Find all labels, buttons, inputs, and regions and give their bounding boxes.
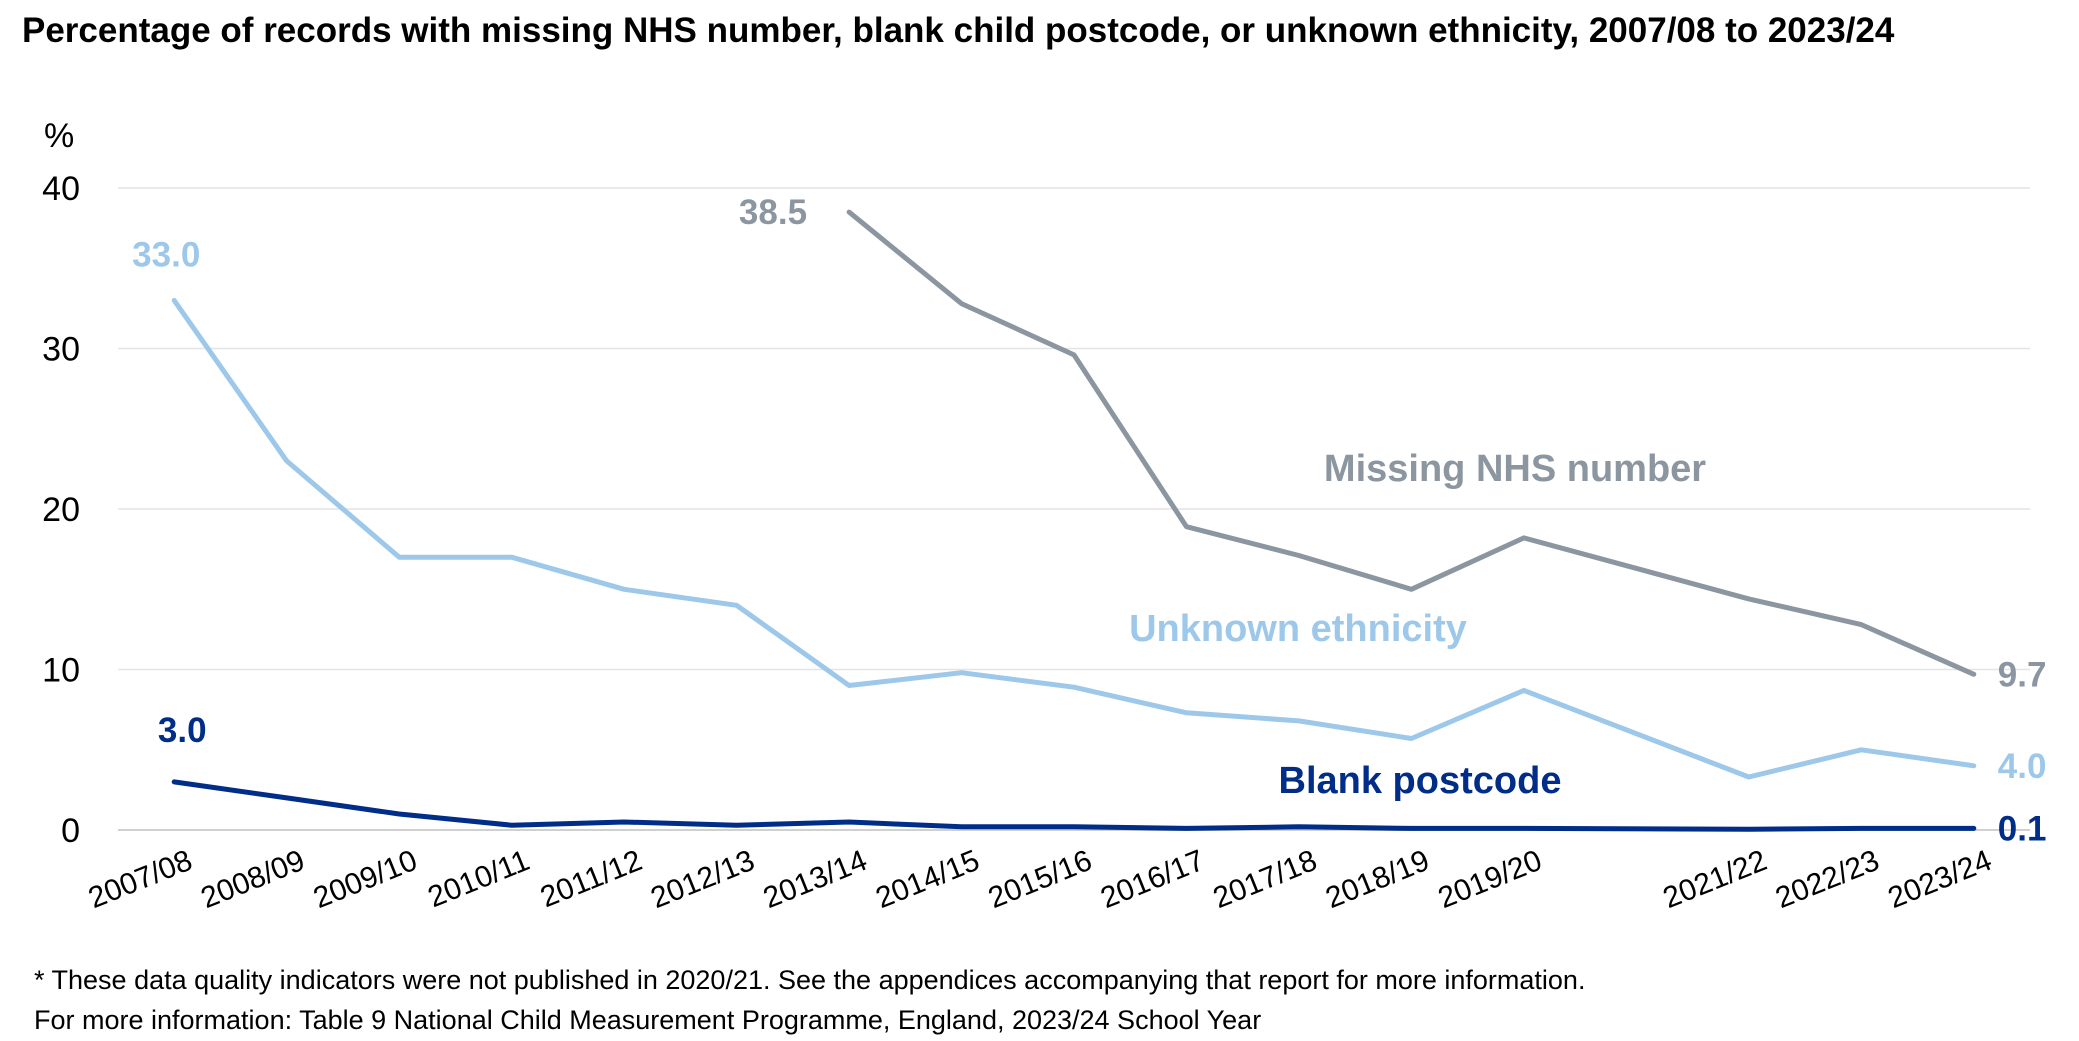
x-tick-label: 2012/13 [646,844,759,915]
x-tick-label: 2013/14 [759,844,872,915]
y-tick-label: 40 [42,170,80,208]
chart-title: Percentage of records with missing NHS n… [22,11,1895,50]
x-tick-label: 2023/24 [1883,844,1996,915]
series-line-2 [171,779,1977,832]
x-tick-label: 2022/23 [1771,844,1884,915]
gridlines [118,187,2030,831]
x-tick-label: 2016/17 [1096,844,1209,915]
y-axis-ticks: 0 10 20 30 40 [42,170,80,850]
y-tick-label: 0 [61,812,80,850]
y-tick-label: 20 [42,491,80,529]
x-tick-label: 2010/11 [423,844,534,914]
series-line-1 [171,297,1977,780]
x-tick-label: 2008/09 [196,844,309,915]
series-name-label: Blank postcode [1279,760,1562,802]
x-tick-label: 2018/19 [1321,844,1434,915]
series-lines [171,209,1977,832]
x-tick-label: 2011/12 [536,844,647,914]
x-tick-label: 2017/18 [1209,844,1322,915]
footnote-publication: * These data quality indicators were not… [34,965,1586,995]
data-label: 9.7 [1998,655,2047,694]
data-label: 38.5 [739,193,807,232]
y-tick-label: 30 [42,331,80,369]
x-tick-label: 2015/16 [984,844,1097,915]
data-labels: 38.5 9.7 33.0 4.0 3.0 0.1 [132,193,2046,848]
footnotes: * These data quality indicators were not… [34,960,2034,1040]
x-tick-label: 2009/10 [309,844,422,915]
data-label: 4.0 [1998,747,2047,786]
x-tick-label: 2014/15 [871,844,984,915]
y-tick-label: 10 [42,652,80,690]
y-axis-unit-label: % [44,117,74,155]
x-tick-label: 2007/08 [84,844,197,915]
data-label: 3.0 [158,711,207,750]
x-tick-label: 2021/22 [1659,844,1772,915]
data-label: 33.0 [132,235,200,274]
series-name-label: Unknown ethnicity [1129,608,1467,650]
x-axis-ticks: 2007/08 2008/09 2009/10 2010/11 2011/12 2012/… [84,844,1996,915]
series-name-label: Missing NHS number [1324,448,1706,490]
footnote-source: For more information: Table 9 National C… [34,1005,1262,1035]
data-label: 0.1 [1998,809,2047,848]
x-tick-label: 2019/20 [1434,844,1547,915]
series-line-0 [846,209,1977,677]
series-name-labels: Missing NHS number Unknown ethnicity Blank… [1129,448,1706,802]
